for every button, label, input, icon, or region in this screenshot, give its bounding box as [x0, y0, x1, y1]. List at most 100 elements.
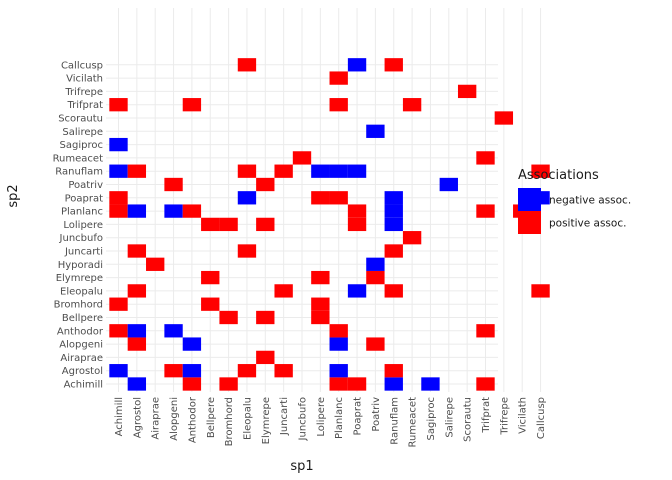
x-tick-label: Planlanc: [334, 397, 345, 439]
heatmap-cell-positive: [347, 377, 367, 391]
x-tick-label: Bellpere: [206, 397, 217, 438]
heatmap-cell-positive: [329, 71, 348, 85]
heatmap-cell-negative: [329, 364, 348, 378]
legend-label-positive: positive assoc.: [549, 218, 626, 230]
heatmap-cell-negative: [164, 324, 183, 338]
heatmap-cell-positive: [274, 164, 293, 178]
heatmap-cell-positive: [531, 284, 550, 298]
heatmap-cell-negative: [384, 191, 403, 205]
heatmap-cell-negative: [421, 377, 440, 391]
y-tick-label: Poatriv: [68, 180, 103, 191]
y-tick-label: Bellpere: [62, 313, 103, 324]
x-tick-label: Airaprae: [151, 397, 162, 440]
legend: Associations negative assoc. positive ass…: [518, 168, 631, 234]
heatmap-cell-negative: [182, 337, 202, 351]
heatmap-cell-negative: [384, 377, 403, 391]
y-tick-label: Hyporadi: [58, 260, 103, 271]
x-axis-tick-labels: Achimill Agrostol Airaprae Alopgeni Anthodor…: [114, 396, 547, 447]
heatmap-cell-negative: [164, 204, 183, 218]
legend-key-positive: [518, 211, 541, 234]
heatmap-cell-negative: [366, 257, 385, 271]
y-tick-label: Airaprae: [60, 353, 103, 364]
x-tick-label: Callcusp: [536, 397, 547, 439]
heatmap-cell-positive: [256, 310, 275, 325]
y-tick-label: Juncbufo: [59, 233, 103, 244]
y-tick-label: Ranuflam: [55, 167, 103, 178]
heatmap-cell-negative: [109, 364, 128, 378]
heatmap-cell-positive: [292, 151, 312, 165]
x-tick-label: Poatriv: [371, 397, 382, 432]
y-tick-label: Trifrepe: [64, 87, 103, 98]
x-tick-label: Anthodor: [187, 396, 198, 443]
x-tick-label: Trifrepe: [499, 397, 510, 436]
x-tick-label: Eleopalu: [242, 397, 253, 440]
heatmap-cell-positive: [311, 270, 330, 285]
heatmap-cell-negative: [366, 124, 385, 138]
heatmap-cell-positive: [146, 257, 165, 271]
y-tick-label: Achimill: [64, 380, 103, 391]
heatmap-cell-positive: [201, 297, 220, 311]
heatmap-cell-positive: [274, 284, 293, 298]
heatmap-cell-positive: [311, 191, 330, 205]
heatmap-cell-negative: [127, 377, 147, 391]
x-tick-label: Sagiproc: [426, 397, 437, 440]
heatmap-cell-negative: [439, 177, 458, 192]
heatmap-cell-positive: [329, 324, 348, 338]
heatmap-cell-negative: [127, 204, 147, 218]
x-tick-label: Vicilath: [518, 397, 529, 434]
heatmap-cell-positive: [109, 297, 128, 311]
heatmap-cell-positive: [237, 364, 257, 378]
x-tick-label: Juncarti: [279, 397, 290, 436]
y-tick-label: Salirepe: [62, 127, 103, 138]
heatmap-cell-negative: [347, 164, 367, 178]
heatmap-cell-positive: [384, 244, 403, 258]
heatmap-cell-positive: [531, 164, 550, 178]
heatmap-cell-negative: [109, 137, 128, 152]
x-tick-label: Juncbufo: [298, 397, 309, 441]
y-tick-label: Agrostol: [62, 366, 103, 377]
x-tick-label: Rumeacet: [408, 397, 419, 448]
heatmap-cell-positive: [164, 177, 183, 192]
y-tick-label: Juncarti: [64, 247, 103, 258]
heatmap-cell-positive: [366, 270, 385, 285]
heatmap-cell-positive: [329, 377, 348, 391]
heatmap-cell-positive: [182, 98, 202, 112]
x-tick-label: Ranuflam: [389, 397, 400, 445]
heatmap-cell-positive: [201, 217, 220, 232]
y-tick-label: Sagiproc: [60, 140, 103, 151]
y-tick-label: Bromhord: [54, 300, 103, 311]
heatmap-cell-positive: [164, 364, 183, 378]
heatmap-cell-positive: [402, 98, 422, 112]
heatmap-cell-positive: [384, 364, 403, 378]
x-tick-label: Salirepe: [444, 397, 455, 438]
x-tick-label: Achimill: [114, 397, 125, 436]
heatmap-cell-positive: [237, 58, 257, 72]
y-tick-label: Poaprat: [65, 193, 104, 204]
heatmap-cell-positive: [457, 84, 477, 99]
heatmap-cell-positive: [109, 204, 128, 218]
y-tick-label: Callcusp: [61, 60, 103, 71]
x-tick-label: Lolipere: [316, 397, 327, 437]
heatmap-cell-positive: [311, 297, 330, 311]
heatmap-cell-positive: [347, 217, 367, 232]
heatmap-cells: [109, 58, 550, 391]
heatmap-cell-positive: [219, 377, 238, 391]
heatmap-cell-negative: [329, 164, 348, 178]
heatmap-cell-positive: [219, 217, 238, 232]
heatmap-cell-positive: [182, 204, 202, 218]
heatmap-cell-negative: [384, 204, 403, 218]
heatmap-cell-positive: [384, 284, 403, 298]
y-axis-title: sp2: [6, 184, 21, 207]
heatmap-cell-positive: [237, 164, 257, 178]
y-tick-label: Anthodor: [57, 326, 104, 337]
heatmap-cell-positive: [237, 244, 257, 258]
legend-label-negative: negative assoc.: [549, 195, 631, 207]
x-tick-label: Poaprat: [353, 397, 364, 436]
x-tick-label: Agrostol: [132, 397, 143, 438]
heatmap-cell-positive: [256, 177, 275, 192]
heatmap-cell-positive: [476, 151, 495, 165]
heatmap-cell-negative: [109, 164, 128, 178]
y-tick-label: Vicilath: [66, 74, 103, 85]
heatmap-cell-positive: [256, 350, 275, 365]
